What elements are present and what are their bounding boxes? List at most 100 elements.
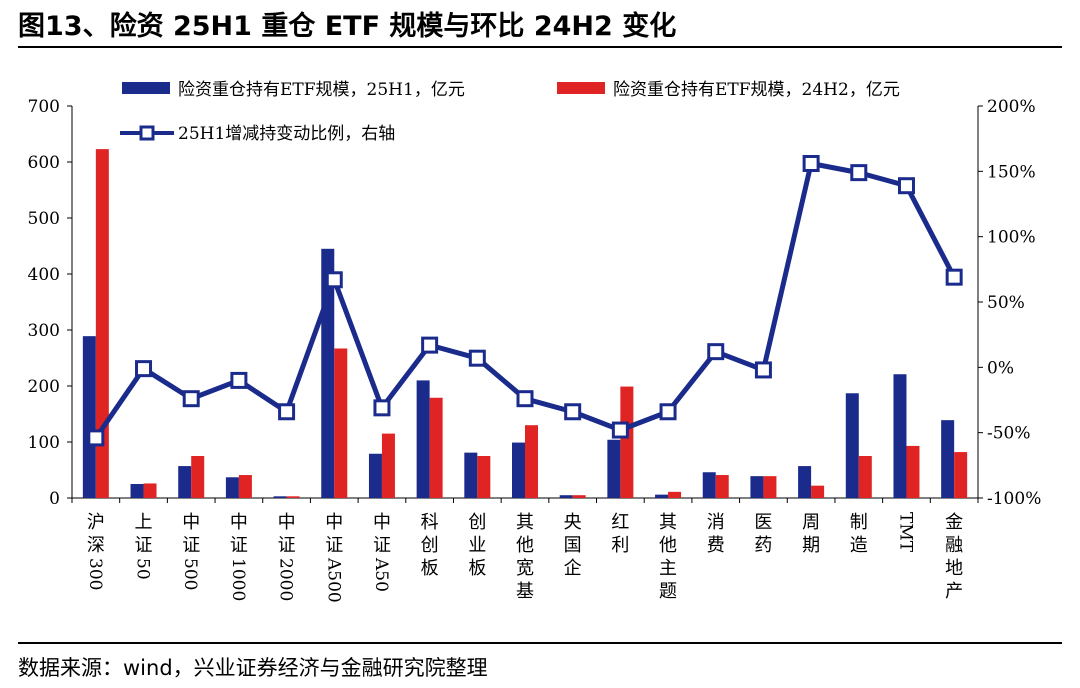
x-category-label: TMT <box>895 512 915 553</box>
bar-24h2 <box>429 397 443 498</box>
left-tick-label: 200 <box>28 377 60 397</box>
x-category-label: 医 <box>754 512 772 533</box>
bar-25h1 <box>130 484 144 498</box>
x-category-label: 消 <box>707 512 725 533</box>
title-underline <box>18 46 1062 48</box>
x-category-label: 50 <box>133 558 153 580</box>
x-category-label: 板 <box>468 558 486 579</box>
left-tick-label: 300 <box>28 321 60 341</box>
x-category-label: 红 <box>611 512 629 533</box>
right-tick-label: 100% <box>987 228 1036 248</box>
x-category-label: 500 <box>180 558 200 590</box>
x-category-label: 他 <box>516 535 534 556</box>
bar-25h1 <box>607 439 621 498</box>
left-tick-label: 700 <box>28 97 60 117</box>
bar-25h1 <box>750 476 764 498</box>
change-ratio-point <box>230 371 248 389</box>
change-ratio-point <box>707 343 725 361</box>
x-category-label: 中 <box>325 512 343 533</box>
right-tick-label: 150% <box>987 162 1036 182</box>
left-tick-label: 400 <box>28 265 60 285</box>
right-tick-label: -50% <box>987 424 1031 444</box>
x-category-label: 证 <box>325 535 343 556</box>
bar-25h1 <box>798 466 812 498</box>
x-category-label: 300 <box>85 558 105 590</box>
change-ratio-point <box>373 399 391 417</box>
change-ratio-point <box>659 403 677 421</box>
bar-25h1 <box>178 466 192 498</box>
bar-24h2 <box>954 452 968 498</box>
x-category-label: 国 <box>564 535 582 556</box>
x-category-label: 1000 <box>228 558 248 601</box>
x-category-label: 造 <box>850 535 868 556</box>
x-category-label: 央 <box>564 512 582 533</box>
bar-24h2 <box>95 149 109 498</box>
change-ratio-point <box>421 336 439 354</box>
x-category-label: 期 <box>802 535 820 556</box>
bar-24h2 <box>906 445 920 498</box>
bar-24h2 <box>668 491 682 498</box>
x-category-label: 融 <box>945 535 963 556</box>
x-category-label: 中 <box>278 512 296 533</box>
change-ratio-point <box>516 390 534 408</box>
change-ratio-point <box>945 268 963 286</box>
left-tick-label: 600 <box>28 153 60 173</box>
x-category-label: 业 <box>468 535 486 556</box>
bar-25h1 <box>512 442 525 498</box>
x-category-label: 中 <box>373 512 391 533</box>
bar-25h1 <box>893 374 907 498</box>
bar-25h1 <box>82 336 96 498</box>
x-category-label: 利 <box>611 535 629 556</box>
right-tick-label: 0% <box>987 358 1014 378</box>
x-category-label: 金 <box>945 512 963 533</box>
x-category-label: 科 <box>421 512 439 533</box>
left-tick-label: 0 <box>49 489 60 509</box>
change-ratio-point <box>135 360 153 378</box>
bar-24h2 <box>143 483 157 498</box>
x-category-label: A500 <box>323 557 343 603</box>
right-tick-label: -100% <box>987 489 1041 509</box>
bar-25h1 <box>416 380 430 498</box>
bar-24h2 <box>572 495 586 498</box>
legend-swatch-24h2 <box>557 82 605 94</box>
change-ratio-point <box>325 271 343 289</box>
x-category-label: 创 <box>468 512 486 533</box>
bar-24h2 <box>191 456 205 498</box>
change-ratio-point <box>182 390 200 408</box>
x-category-label: 题 <box>659 581 677 602</box>
x-category-label: 深 <box>87 535 105 556</box>
chart-title: 图13、险资 25H1 重仓 ETF 规模与环比 24H2 变化 <box>18 11 677 42</box>
left-tick-label: 500 <box>28 209 60 229</box>
x-category-label: 其 <box>659 512 677 533</box>
x-category-label: 制 <box>850 512 868 533</box>
bar-24h2 <box>286 496 300 498</box>
bar-25h1 <box>225 477 239 498</box>
x-category-label: 证 <box>135 535 153 556</box>
x-category-label: 费 <box>707 535 725 556</box>
source-divider <box>18 642 1062 644</box>
x-category-label: 他 <box>659 535 677 556</box>
x-category-label: 证 <box>230 535 248 556</box>
change-ratio-point <box>611 421 629 439</box>
bar-25h1 <box>941 420 955 498</box>
x-category-label: 2000 <box>276 558 296 601</box>
bar-25h1 <box>845 393 859 498</box>
legend-label-24h2: 险资重仓持有ETF规模，24H2，亿元 <box>613 80 900 100</box>
right-tick-label: 200% <box>987 97 1036 117</box>
x-category-label: 地 <box>945 558 963 579</box>
bar-25h1 <box>368 453 382 498</box>
bar-25h1 <box>702 472 716 498</box>
bar-24h2 <box>620 386 634 498</box>
bar-25h1 <box>559 495 573 498</box>
bar-24h2 <box>477 456 491 498</box>
bar-24h2 <box>334 348 348 498</box>
legend-marker-ratio <box>139 125 155 141</box>
bar-25h1 <box>655 494 669 498</box>
x-category-label: 药 <box>754 535 772 556</box>
x-category-label: 板 <box>421 558 439 579</box>
bar-24h2 <box>715 475 729 498</box>
source-note: 数据来源：wind，兴业证券经济与金融研究院整理 <box>18 656 488 680</box>
right-tick-label: 50% <box>987 293 1025 313</box>
bar-24h2 <box>811 485 825 498</box>
